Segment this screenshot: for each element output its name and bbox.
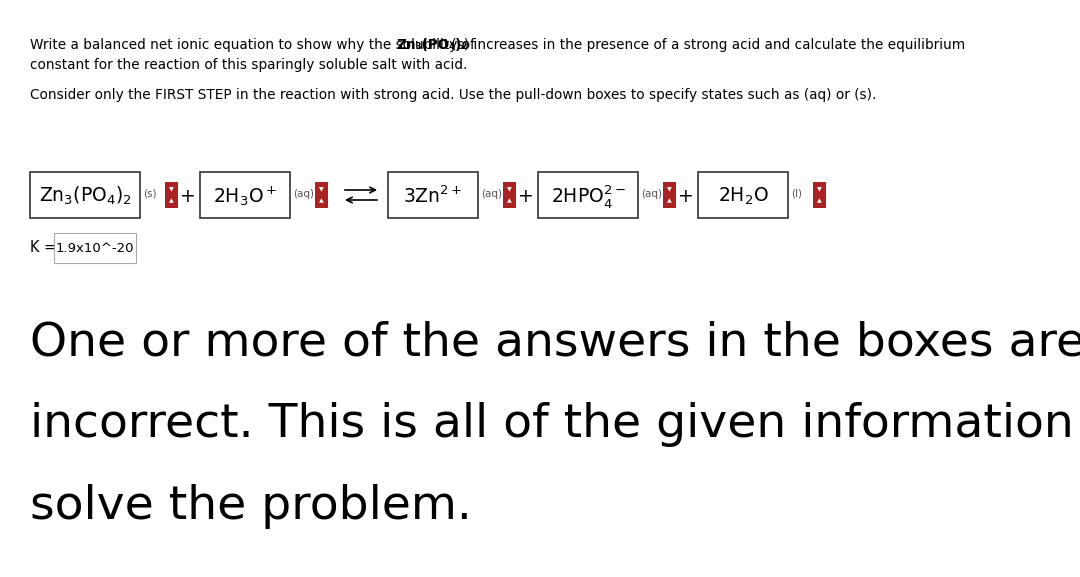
Text: Zn₃(PO₄)₂: Zn₃(PO₄)₂ — [396, 38, 468, 52]
FancyBboxPatch shape — [165, 182, 178, 208]
Text: (l): (l) — [791, 189, 802, 199]
FancyBboxPatch shape — [315, 182, 328, 208]
FancyBboxPatch shape — [538, 172, 638, 218]
Text: Write a balanced net ionic equation to show why the solubility of: Write a balanced net ionic equation to s… — [30, 38, 480, 52]
FancyBboxPatch shape — [54, 233, 136, 263]
Text: (s) increases in the presence of a strong acid and calculate the equilibrium: (s) increases in the presence of a stron… — [447, 38, 966, 52]
Text: K =: K = — [30, 241, 60, 256]
FancyBboxPatch shape — [663, 182, 676, 208]
Text: Consider only the FIRST STEP in the reaction with strong acid. Use the pull-down: Consider only the FIRST STEP in the reac… — [30, 88, 876, 102]
Text: ▼: ▼ — [170, 187, 174, 192]
Text: ▲: ▲ — [508, 198, 512, 203]
Text: solve the problem.: solve the problem. — [30, 484, 472, 529]
Text: (aq): (aq) — [642, 189, 662, 199]
Text: ▲: ▲ — [319, 198, 324, 203]
Text: ▼: ▼ — [508, 187, 512, 192]
Text: Zn$_3$(PO$_4$)$_2$: Zn$_3$(PO$_4$)$_2$ — [39, 185, 132, 207]
Text: +: + — [180, 186, 195, 205]
Text: 3Zn$^{2+}$: 3Zn$^{2+}$ — [403, 185, 462, 207]
Text: 1.9x10^-20: 1.9x10^-20 — [56, 242, 134, 254]
Text: ▼: ▼ — [319, 187, 324, 192]
Text: incorrect. This is all of the given information to: incorrect. This is all of the given info… — [30, 402, 1080, 447]
Text: +: + — [518, 186, 534, 205]
Text: ▲: ▲ — [818, 198, 822, 203]
Text: 2HPO$_4^{2-}$: 2HPO$_4^{2-}$ — [551, 182, 625, 209]
Text: One or more of the answers in the boxes are: One or more of the answers in the boxes … — [30, 320, 1080, 365]
Text: 2H$_3$O$^+$: 2H$_3$O$^+$ — [213, 184, 278, 208]
Text: (aq): (aq) — [293, 189, 314, 199]
FancyBboxPatch shape — [698, 172, 788, 218]
Text: +: + — [678, 186, 693, 205]
FancyBboxPatch shape — [388, 172, 478, 218]
Text: ▼: ▼ — [818, 187, 822, 192]
FancyBboxPatch shape — [503, 182, 516, 208]
Text: (aq): (aq) — [481, 189, 502, 199]
FancyBboxPatch shape — [30, 172, 140, 218]
FancyBboxPatch shape — [813, 182, 826, 208]
Text: ▲: ▲ — [667, 198, 672, 203]
Text: ▼: ▼ — [667, 187, 672, 192]
FancyBboxPatch shape — [200, 172, 291, 218]
Text: ▲: ▲ — [170, 198, 174, 203]
Text: (s): (s) — [143, 189, 157, 199]
Text: 2H$_2$O: 2H$_2$O — [717, 185, 768, 207]
Text: constant for the reaction of this sparingly soluble salt with acid.: constant for the reaction of this sparin… — [30, 58, 468, 72]
